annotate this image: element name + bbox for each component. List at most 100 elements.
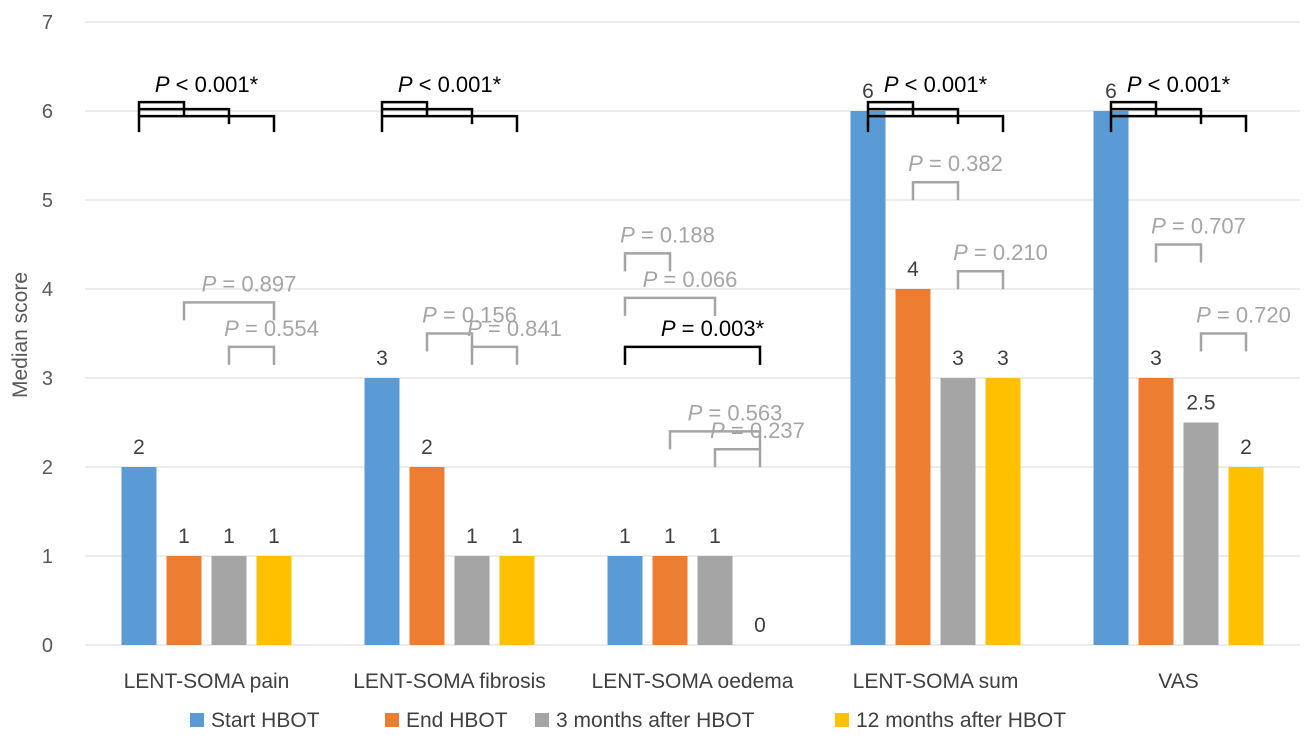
p-value-label: P < 0.001* [155,72,259,97]
legend-swatch [385,713,399,727]
y-axis-label: Median score [9,272,32,398]
bar [121,467,157,645]
bar [409,467,445,645]
x-tick-label: LENT-SOMA oedema [592,670,794,693]
data-label: 3 [1150,347,1162,370]
legend: Start HBOT End HBOT 3 months after HBOT 12 … [190,709,1066,732]
bar [1228,467,1264,645]
significance-bracket [1199,332,1248,352]
legend-label: 12 months after HBOT [856,709,1066,732]
data-label: 1 [223,525,235,548]
p-value-label: P = 0.554 [224,316,319,341]
significance-bracket [956,269,1005,290]
significance-bracket [911,180,960,201]
data-label: 6 [1105,80,1117,103]
y-tick-label: 6 [42,101,53,123]
p-value-label: P = 0.382 [908,151,1003,176]
significance-bracket [470,345,519,365]
data-label: 3 [952,347,964,370]
data-label: 1 [511,525,523,548]
data-label: 6 [862,80,874,103]
x-axis-ticks: LENT-SOMA pain LENT-SOMA fibrosis LENT-SOM… [124,670,1199,693]
data-label: 0 [754,614,766,637]
bar [895,289,931,645]
data-label: 3 [376,347,388,370]
y-tick-label: 2 [42,457,53,479]
significance-bracket [137,100,276,133]
significance-bracket [713,447,762,468]
bar [1093,111,1129,645]
bar [985,378,1021,645]
significance-bracket [227,345,276,365]
p-value-label: P = 0.237 [710,418,805,443]
data-label: 2 [1240,436,1252,459]
bar [364,378,400,645]
p-value-label: P = 0.841 [467,316,562,341]
p-value-label: P = 0.003* [661,316,765,341]
y-tick-label: 0 [42,635,53,657]
data-label: 1 [709,525,721,548]
p-value-label: P < 0.001* [884,72,988,97]
legend-label: Start HBOT [211,709,320,732]
legend-swatch [190,713,204,727]
data-label: 2 [133,436,145,459]
bar [211,556,247,645]
data-label: 3 [997,347,1009,370]
x-tick-label: LENT-SOMA fibrosis [353,670,546,693]
y-axis-ticks: 0 1 2 3 4 5 6 7 [42,12,53,657]
bar [697,556,733,645]
bar [499,556,535,645]
bar [256,556,292,645]
p-value-label: P < 0.001* [1127,72,1231,97]
bar [454,556,490,645]
bar [850,111,886,645]
bar [166,556,202,645]
significance-bracket [182,301,276,321]
x-tick-label: LENT-SOMA sum [853,670,1019,693]
bar [940,378,976,645]
p-value-label: P = 0.210 [953,240,1048,265]
y-tick-label: 1 [42,546,53,568]
y-tick-label: 7 [42,12,53,34]
significance-bracket [623,252,672,272]
legend-label: End HBOT [406,709,508,732]
x-tick-label: VAS [1158,670,1198,693]
legend-swatch [835,713,849,727]
p-value-label: P < 0.001* [398,72,502,97]
significance-bracket [866,100,1005,133]
p-value-label: P = 0.156 [422,303,517,328]
p-value-label: P = 0.563 [688,400,783,425]
bar [1183,422,1219,645]
significance-bracket [1154,243,1203,263]
y-tick-label: 5 [42,190,53,212]
bars [121,111,1264,645]
bar [1138,378,1174,645]
significance-bracket [623,345,762,365]
data-label: 1 [268,525,280,548]
p-value-label: P = 0.066 [643,267,738,292]
data-labels: 2 3 1 6 6 1 2 1 4 3 1 1 1 3 2.5 1 1 0 3 2 [133,80,1252,637]
legend-label: 3 months after HBOT [556,709,755,732]
x-tick-label: LENT-SOMA pain [124,670,290,693]
data-label: 2.5 [1186,392,1215,415]
legend-swatch [535,713,549,727]
significance-bracket [425,332,474,352]
p-value-label: P = 0.707 [1151,214,1246,239]
significance-bracket [623,296,717,316]
p-value-label: P = 0.188 [620,222,715,247]
significance-bracket [668,430,762,450]
data-label: 1 [466,525,478,548]
data-label: 1 [664,525,676,548]
bar [607,556,643,645]
data-label: 4 [907,258,919,281]
significance-annotations: P < 0.001* P = 0.897 P = 0.554 P < 0.001* P … [137,72,1291,468]
p-value-label: P = 0.897 [202,271,297,296]
p-value-label: P = 0.720 [1196,303,1291,328]
data-label: 1 [178,525,190,548]
data-label: 2 [421,436,433,459]
significance-bracket [1109,100,1248,133]
data-label: 1 [619,525,631,548]
y-tick-label: 4 [42,279,53,301]
significance-bracket [380,100,519,133]
